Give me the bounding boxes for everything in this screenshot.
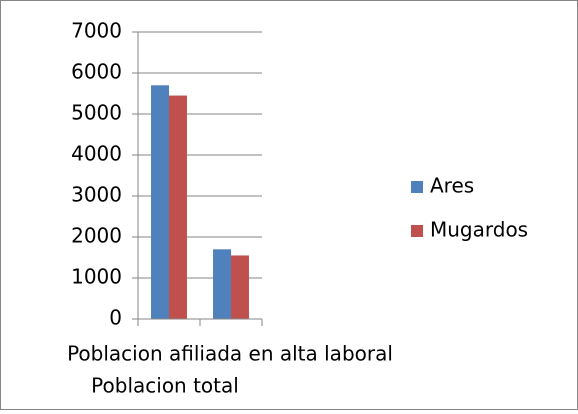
bar: [231, 255, 249, 319]
legend-swatch: [411, 225, 423, 237]
y-tick-label: 1000: [71, 265, 122, 289]
y-tick-label: 2000: [71, 224, 122, 248]
x-tick-label: Poblacion total: [91, 374, 239, 398]
legend-swatch: [411, 181, 423, 193]
bar: [169, 95, 187, 319]
legend-label: Ares: [430, 174, 474, 198]
y-tick-label: 4000: [71, 142, 122, 166]
bar: [151, 85, 169, 319]
y-tick-label: 7000: [71, 19, 122, 43]
y-tick-label: 3000: [71, 183, 122, 207]
legend-label: Mugardos: [430, 218, 528, 242]
y-tick-label: 5000: [71, 101, 122, 125]
x-tick-label: Poblacion afiliada en alta laboral: [67, 342, 393, 366]
y-tick-label: 6000: [71, 60, 122, 84]
y-tick-label: 0: [109, 306, 122, 330]
bar: [213, 249, 231, 319]
